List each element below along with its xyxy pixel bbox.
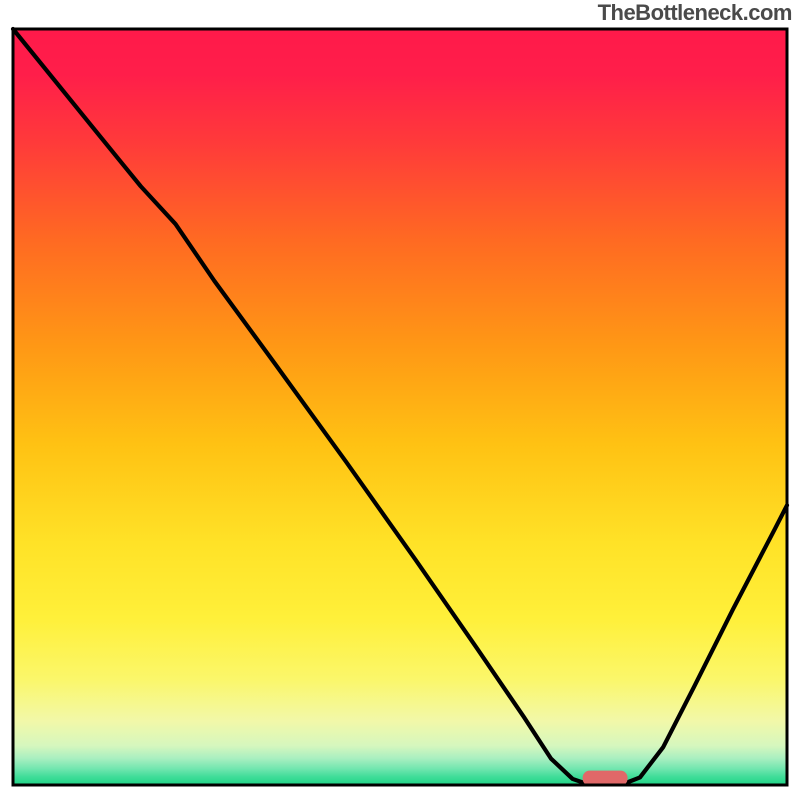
watermark-text: TheBottleneck.com <box>598 0 792 26</box>
plot-background <box>13 29 787 785</box>
optimum-marker <box>583 771 628 786</box>
chart-container: TheBottleneck.com <box>0 0 800 800</box>
chart-svg <box>0 0 800 800</box>
